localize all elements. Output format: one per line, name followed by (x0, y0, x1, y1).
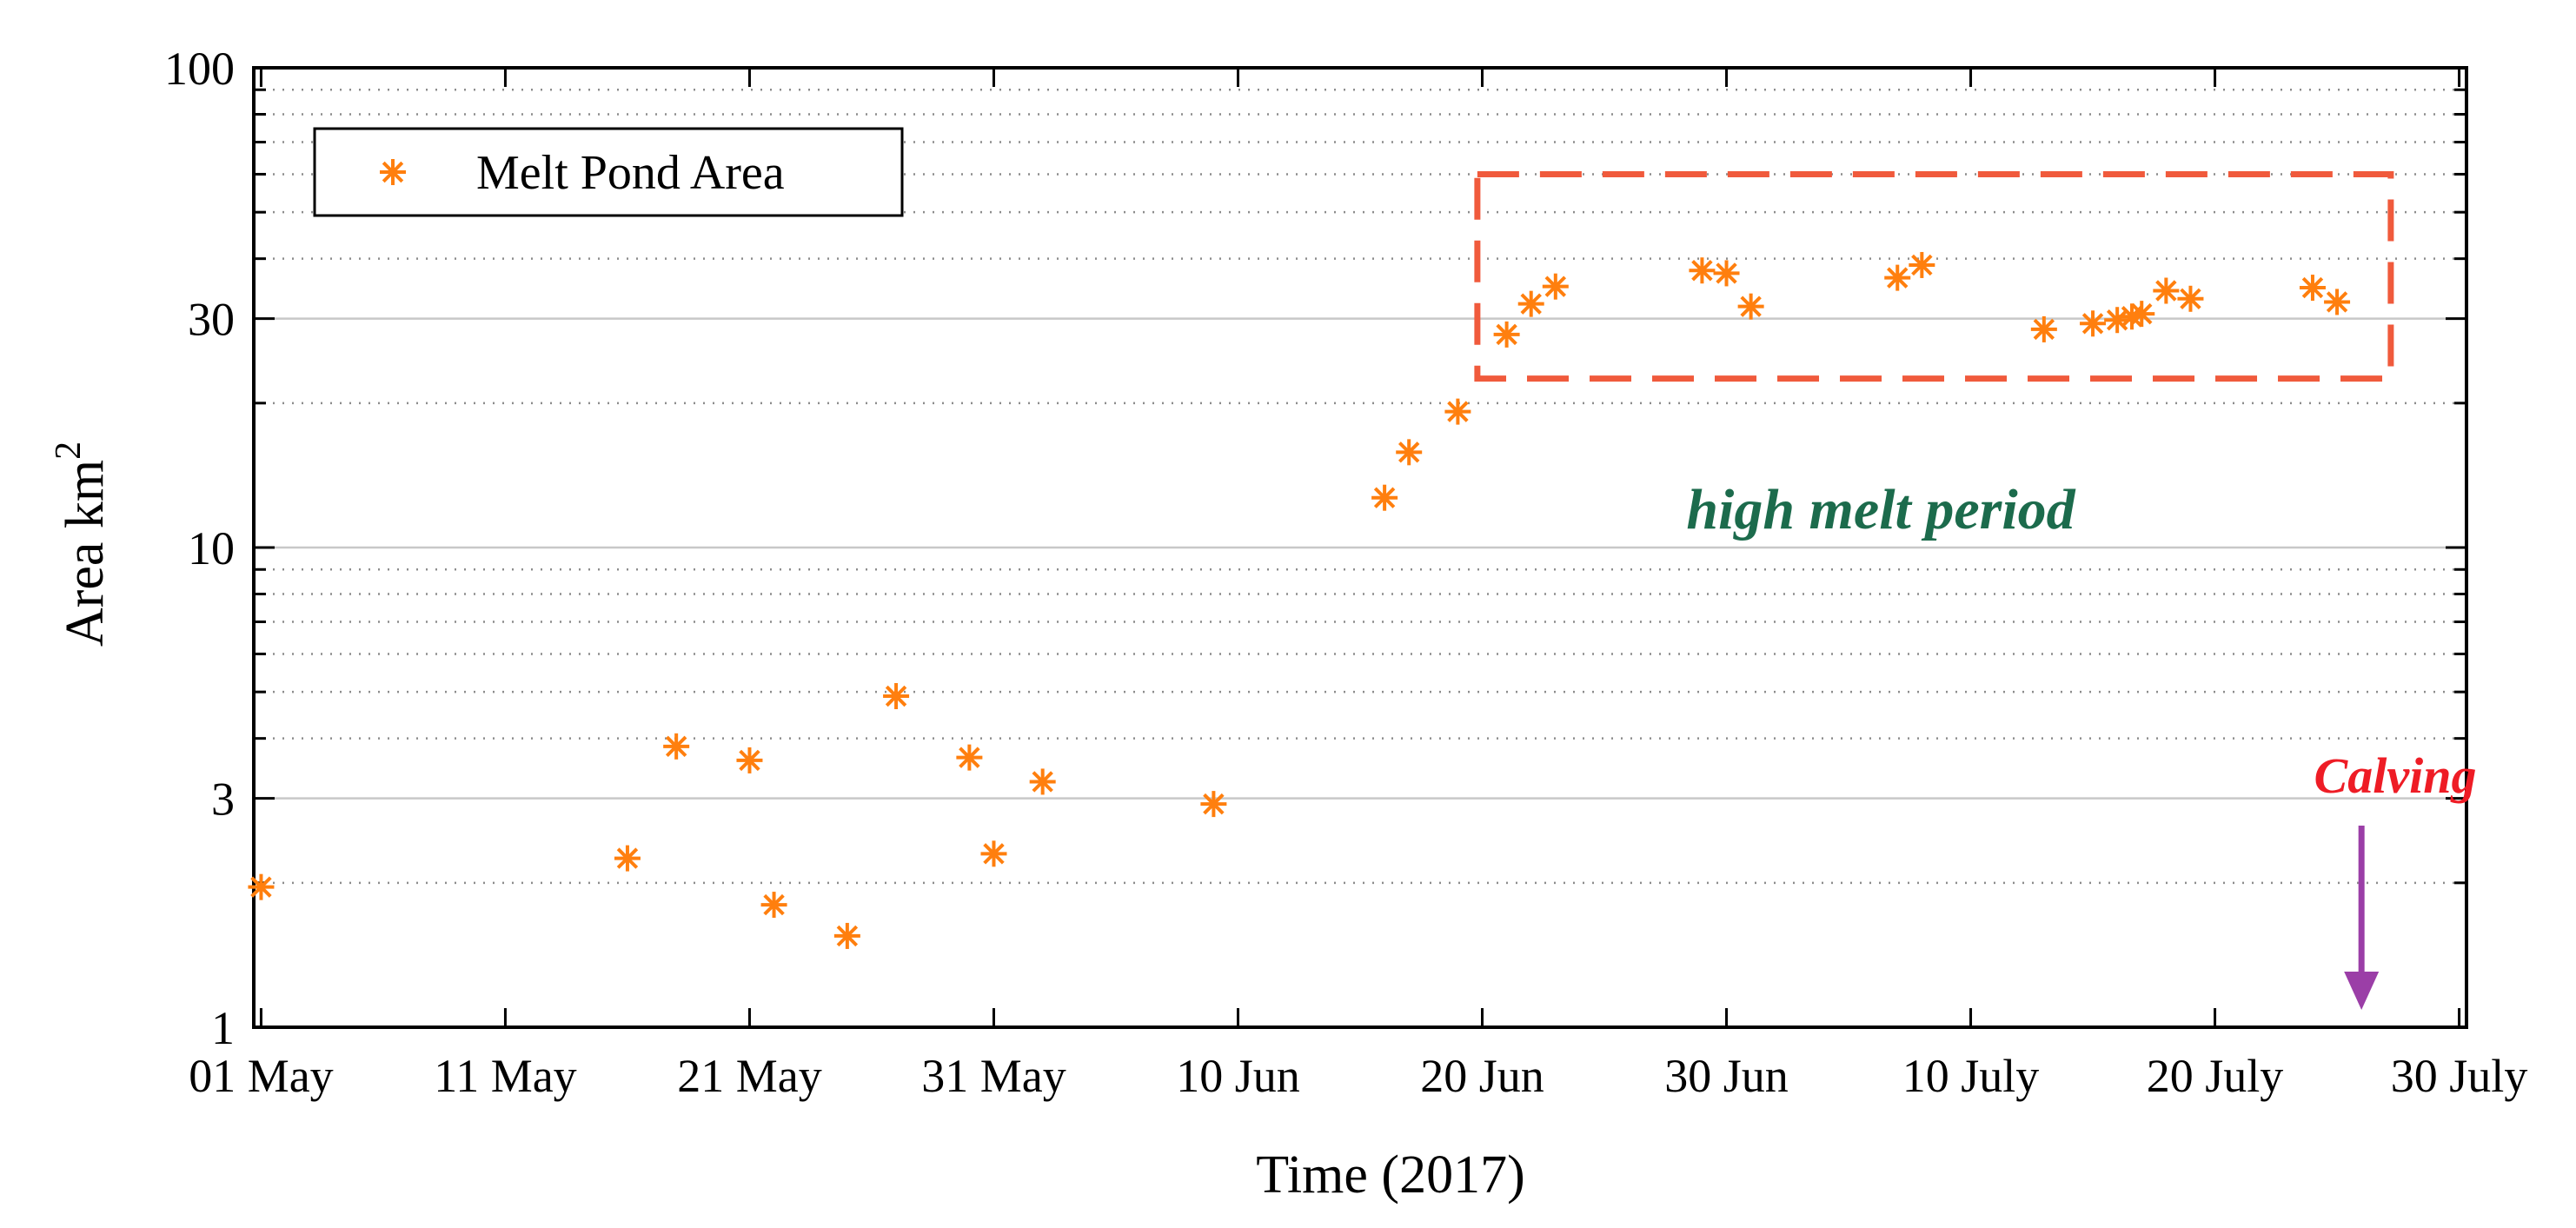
x-tick-label: 20 Jun (1420, 1050, 1544, 1102)
data-point (980, 840, 1007, 867)
data-point (2128, 301, 2155, 328)
data-point (833, 922, 860, 949)
data-point (1884, 264, 1911, 291)
y-tick-label: 3 (211, 773, 235, 826)
legend-box (313, 127, 904, 217)
y-axis-title-main: Area km (56, 460, 115, 647)
melt-pond-area-series (248, 251, 2351, 949)
x-tick-label: 10 Jun (1176, 1050, 1300, 1102)
data-point (2030, 315, 2057, 342)
x-tick-label: 20 July (2147, 1050, 2284, 1102)
x-tick-label: 11 May (434, 1050, 576, 1102)
x-tick-labels: 01 May 11 May 21 May 31 May 10 Jun 20 Jun 30 J… (189, 1050, 2527, 1102)
data-point (1444, 398, 1471, 425)
y-tick-label: 10 (188, 522, 235, 574)
data-point (248, 873, 275, 900)
legend-marker-glyph (380, 159, 406, 185)
y-tick-label: 1 (211, 1002, 235, 1054)
data-point (1517, 290, 1544, 317)
data-point (1200, 791, 1227, 818)
data-point (883, 683, 910, 710)
data-point (736, 747, 763, 773)
x-tick-label: 30 Jun (1664, 1050, 1789, 1102)
data-point (2080, 310, 2107, 337)
data-point (956, 744, 983, 771)
data-point (663, 733, 690, 760)
data-point (2177, 285, 2204, 312)
x-tick-label: 01 May (189, 1050, 333, 1102)
x-tick-label: 10 July (1902, 1050, 2040, 1102)
calving-arrow-head (2344, 972, 2380, 1010)
x-tick-label: 31 May (921, 1050, 1066, 1102)
legend-asterisk-marker-icon (380, 159, 406, 185)
data-point (1542, 273, 1569, 300)
y-tick-labels: 1 3 10 30 100 (164, 43, 235, 1054)
data-point (1713, 260, 1740, 287)
y-tick-label: 100 (164, 43, 235, 95)
y-tick-label: 30 (188, 294, 235, 346)
data-point (2299, 275, 2326, 302)
calving-label: Calving (2314, 747, 2477, 804)
data-point (760, 892, 787, 919)
legend: Melt Pond Area (313, 127, 904, 217)
high-melt-period-box (1474, 170, 2394, 382)
y-axis-title: Area km2 (49, 441, 115, 647)
data-point (614, 845, 641, 872)
data-point (1396, 439, 1423, 466)
data-point (1029, 768, 1056, 795)
data-point (1371, 484, 1398, 511)
legend-entry-label: Melt Pond Area (476, 146, 785, 200)
high-melt-period-label: high melt period (1686, 478, 2075, 541)
x-axis-title: Time (2017) (1256, 1145, 1524, 1205)
data-point (2324, 289, 2351, 315)
data-point (1689, 257, 1716, 284)
data-point (2153, 277, 2180, 304)
axis-ticks (254, 66, 2466, 1029)
y-axis-title-superscript: 2 (49, 441, 89, 460)
x-tick-label: 21 May (677, 1050, 821, 1102)
data-point (1909, 251, 1935, 278)
data-point (1493, 321, 1520, 348)
x-tick-label: 30 July (2391, 1050, 2528, 1102)
calving-arrow-icon (2344, 826, 2380, 1010)
data-point (1737, 293, 1764, 320)
